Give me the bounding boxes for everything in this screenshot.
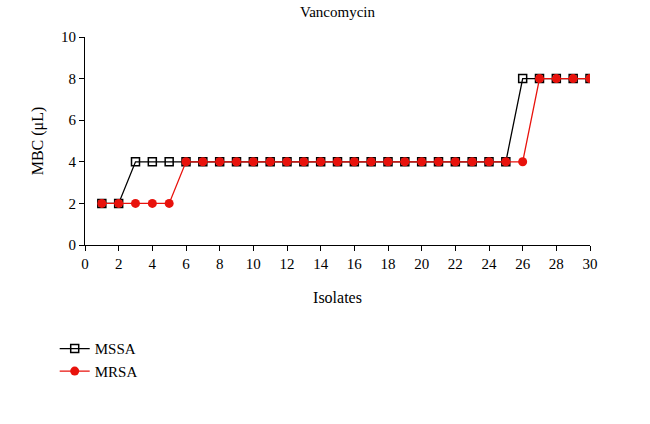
svg-text:MSSA: MSSA bbox=[95, 341, 136, 357]
svg-text:24: 24 bbox=[482, 256, 498, 272]
svg-text:0: 0 bbox=[81, 256, 89, 272]
svg-text:MBC (μL): MBC (μL) bbox=[29, 107, 47, 176]
svg-text:12: 12 bbox=[280, 256, 295, 272]
svg-text:22: 22 bbox=[448, 256, 463, 272]
svg-text:6: 6 bbox=[69, 112, 77, 128]
svg-text:14: 14 bbox=[313, 256, 329, 272]
svg-text:20: 20 bbox=[414, 256, 429, 272]
svg-text:8: 8 bbox=[69, 71, 77, 87]
svg-text:8: 8 bbox=[216, 256, 224, 272]
svg-text:16: 16 bbox=[347, 256, 363, 272]
svg-text:6: 6 bbox=[182, 256, 190, 272]
svg-text:MRSA: MRSA bbox=[95, 364, 138, 380]
svg-text:4: 4 bbox=[69, 154, 77, 170]
svg-text:28: 28 bbox=[549, 256, 564, 272]
svg-text:0: 0 bbox=[69, 237, 77, 253]
svg-text:18: 18 bbox=[381, 256, 396, 272]
svg-text:26: 26 bbox=[515, 256, 531, 272]
svg-text:Vancomycin: Vancomycin bbox=[300, 4, 375, 20]
svg-text:10: 10 bbox=[246, 256, 261, 272]
svg-text:4: 4 bbox=[149, 256, 157, 272]
svg-text:2: 2 bbox=[115, 256, 123, 272]
svg-text:Isolates: Isolates bbox=[313, 289, 362, 306]
svg-text:30: 30 bbox=[583, 256, 598, 272]
svg-text:10: 10 bbox=[61, 29, 76, 45]
svg-text:2: 2 bbox=[69, 196, 77, 212]
